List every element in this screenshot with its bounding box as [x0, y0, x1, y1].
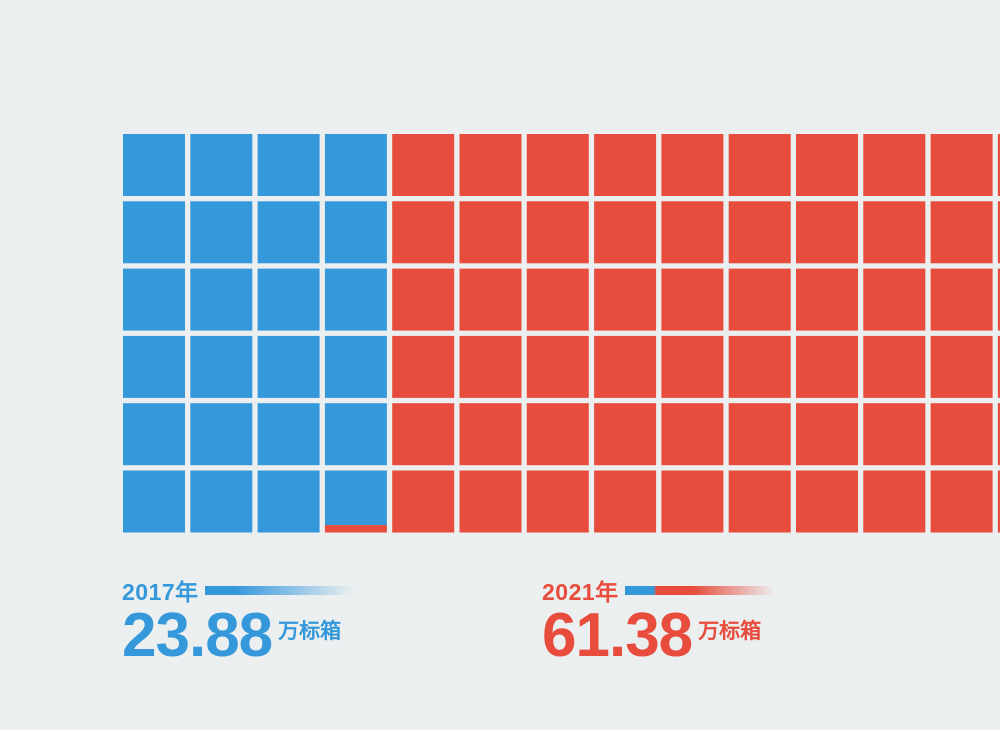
waffle-square-2021-75 — [930, 335, 993, 398]
legend-2017: 2017年 23.88 万标箱 — [122, 575, 355, 667]
waffle-square-2017-3 — [123, 335, 185, 398]
waffle-square-2021-57 — [728, 335, 791, 398]
waffle-square-2021-41 — [526, 470, 589, 533]
waffle-square-2021-47 — [594, 470, 657, 533]
waffle-square-2017-4 — [123, 403, 185, 466]
waffle-square-2017-17 — [257, 470, 320, 533]
waffle-square-2021-25 — [392, 201, 455, 264]
waffle-square-2021-62 — [796, 268, 858, 331]
waffle-square-2021-46 — [594, 403, 657, 466]
waffle-square-2017-2 — [123, 268, 185, 331]
waffle-square-2021-78 — [997, 134, 1000, 196]
waffle-square-2021-50 — [661, 268, 724, 331]
waffle-square-2017-8 — [190, 268, 253, 331]
waffle-square-2021-58 — [728, 403, 791, 466]
waffle-square-2017-1 — [123, 201, 185, 264]
waffle-square-2017-12 — [257, 134, 320, 196]
waffle-square-2021-23-part1 — [324, 525, 387, 533]
waffle-square-2021-28 — [392, 403, 455, 466]
waffle-chart — [123, 134, 1000, 533]
waffle-square-2021-70 — [863, 403, 926, 466]
waffle-square-2017-0 — [123, 134, 185, 196]
waffle-square-2021-43 — [594, 201, 657, 264]
waffle-square-2017-13 — [257, 201, 320, 264]
waffle-square-2021-56 — [728, 268, 791, 331]
waffle-square-2021-40 — [526, 403, 589, 466]
waffle-square-2021-67 — [863, 201, 926, 264]
legend-2017-year: 2017年 — [122, 579, 199, 605]
waffle-square-2021-39 — [526, 335, 589, 398]
waffle-square-2021-31 — [459, 201, 522, 264]
waffle-square-2021-82 — [997, 403, 1000, 466]
waffle-square-2021-77 — [930, 470, 993, 533]
waffle-square-2021-63 — [796, 335, 858, 398]
waffle-square-2021-26 — [392, 268, 455, 331]
waffle-square-2021-61 — [796, 201, 858, 264]
waffle-square-2021-48 — [661, 134, 724, 196]
legend-2021-unit: 万标箱 — [698, 620, 762, 643]
waffle-square-2021-69 — [863, 335, 926, 398]
waffle-square-2021-24 — [392, 134, 455, 196]
waffle-square-2021-65 — [796, 470, 858, 533]
waffle-square-2021-81 — [997, 335, 1000, 398]
waffle-square-2021-38 — [526, 268, 589, 331]
legend-2017-gradient-bar — [204, 585, 355, 595]
waffle-square-2017-15 — [257, 335, 320, 398]
waffle-square-2021-35 — [459, 470, 522, 533]
waffle-square-2021-55 — [728, 201, 791, 264]
waffle-square-2017-22 — [324, 403, 387, 466]
waffle-square-2021-83 — [997, 470, 1000, 533]
waffle-square-2017-20 — [324, 268, 387, 331]
waffle-square-2021-32 — [459, 268, 522, 331]
waffle-square-2021-74 — [930, 268, 993, 331]
waffle-square-2017-5 — [123, 470, 185, 533]
waffle-square-2021-72 — [930, 134, 993, 196]
waffle-square-2021-36 — [526, 134, 589, 196]
waffle-square-2017-10 — [190, 403, 253, 466]
waffle-square-2017-18 — [324, 134, 387, 196]
waffle-square-2021-76 — [930, 403, 993, 466]
waffle-square-2021-71 — [863, 470, 926, 533]
waffle-square-2021-53 — [661, 470, 724, 533]
waffle-square-2021-29 — [392, 470, 455, 533]
waffle-square-2017-16 — [257, 403, 320, 466]
waffle-square-2021-34 — [459, 403, 522, 466]
waffle-square-2021-42 — [594, 134, 657, 196]
waffle-square-2017-11 — [190, 470, 253, 533]
waffle-square-2017-6 — [190, 134, 253, 196]
waffle-square-2021-30 — [459, 134, 522, 196]
waffle-square-2021-73 — [930, 201, 993, 264]
waffle-square-2021-44 — [594, 268, 657, 331]
waffle-square-2021-68 — [863, 268, 926, 331]
legend-2021: 2021年 61.38 万标箱 — [542, 575, 775, 667]
waffle-square-2021-54 — [728, 134, 791, 196]
waffle-square-2017-9 — [190, 335, 253, 398]
waffle-square-2021-60 — [796, 134, 858, 196]
waffle-square-2021-52 — [661, 403, 724, 466]
legend-2017-value: 23.88 — [122, 601, 273, 670]
legend-2021-value: 61.38 — [542, 601, 693, 670]
waffle-square-2021-66 — [863, 134, 926, 196]
waffle-square-2021-64 — [796, 403, 858, 466]
waffle-square-2021-51 — [661, 335, 724, 398]
waffle-square-2017-21 — [324, 335, 387, 398]
legend-2021-year: 2021年 — [542, 579, 619, 605]
waffle-square-2021-27 — [392, 335, 455, 398]
waffle-square-2017-7 — [190, 201, 253, 264]
waffle-square-2021-33 — [459, 335, 522, 398]
waffle-square-2017-23 — [324, 470, 387, 526]
waffle-square-2021-45 — [594, 335, 657, 398]
legend-2017-unit: 万标箱 — [278, 620, 342, 643]
waffle-square-2017-19 — [324, 201, 387, 264]
waffle-square-2017-14 — [257, 268, 320, 331]
waffle-square-2021-79 — [997, 201, 1000, 264]
waffle-square-2021-49 — [661, 201, 724, 264]
legend-2021-gradient-bar — [624, 585, 775, 595]
waffle-square-2021-37 — [526, 201, 589, 264]
waffle-square-2021-59 — [728, 470, 791, 533]
waffle-square-2021-80 — [997, 268, 1000, 331]
